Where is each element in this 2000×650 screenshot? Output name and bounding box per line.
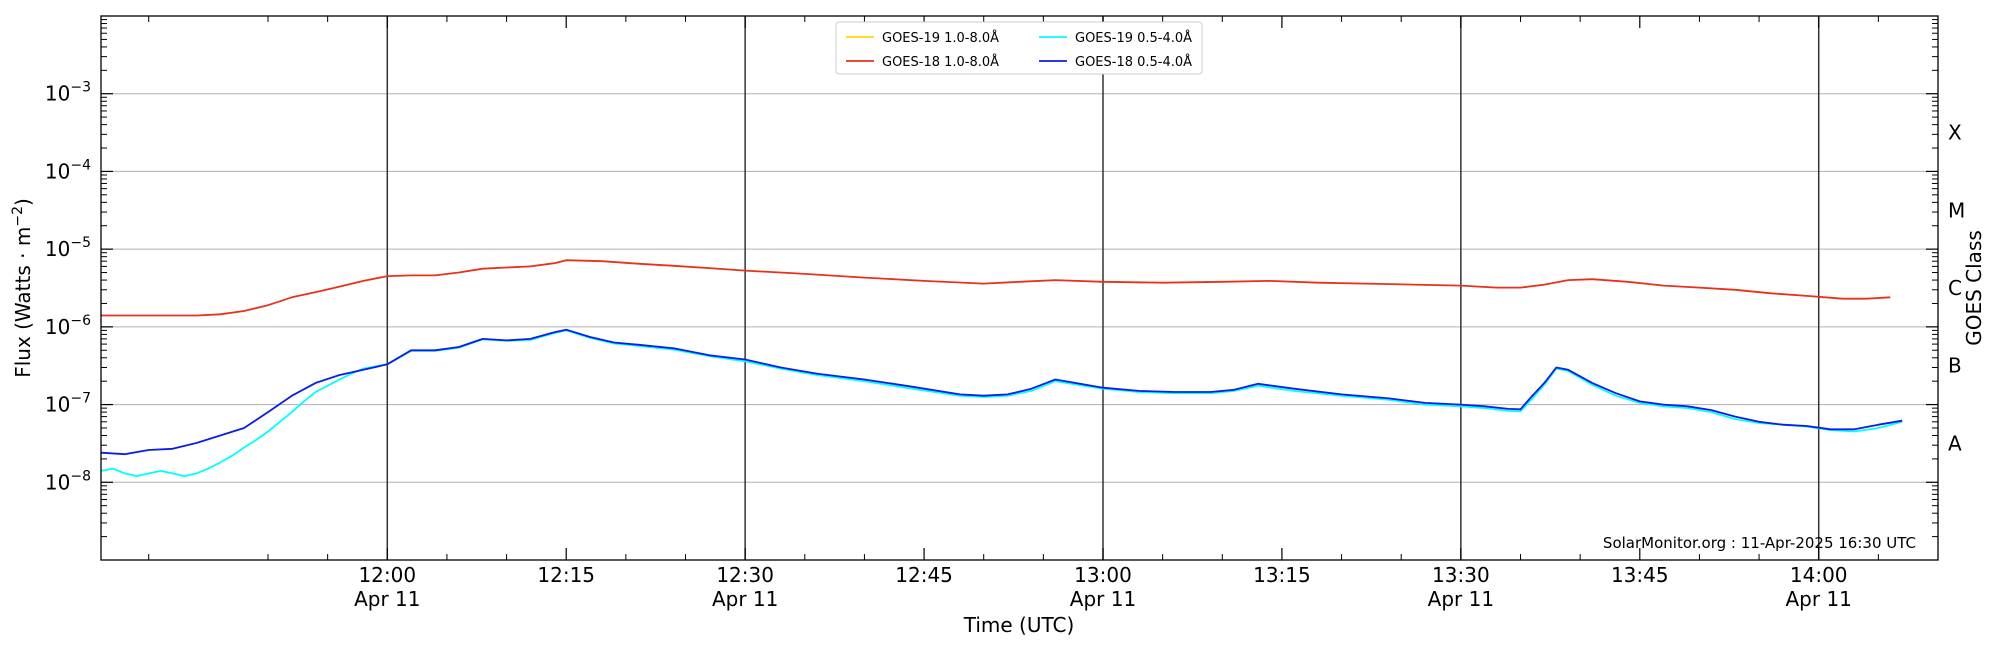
y-tick-exponent: −6: [70, 313, 91, 329]
goes-class-label: X: [1948, 121, 1962, 145]
y-tick-exponent: −3: [70, 80, 91, 96]
goes-class-label: B: [1948, 354, 1962, 378]
watermark: SolarMonitor.org : 11-Apr-2025 16:30 UTC: [1603, 534, 1916, 552]
y-tick-label: 10−4: [45, 157, 91, 183]
series-layer: [100, 259, 1903, 478]
goes-class-axis: A B C M X: [1948, 121, 1965, 456]
y-tick-base: 10: [45, 82, 70, 106]
y-tick-exponent: −7: [70, 391, 91, 407]
y-tick-base: 10: [45, 159, 70, 183]
grid-layer: [101, 93, 1938, 483]
y-tick-base: 10: [45, 315, 70, 339]
goes-class-label: C: [1948, 276, 1962, 300]
y-axis-title-close: ): [11, 198, 35, 206]
x-tick-label: 12:00: [358, 563, 416, 587]
y-tick-label: 10−8: [45, 468, 91, 494]
goes-class-label: M: [1948, 198, 1965, 222]
x-tick-date-label: Apr 11: [1786, 587, 1852, 611]
x-tick-label: 13:45: [1611, 563, 1669, 587]
y-tick-exponent: −4: [70, 157, 91, 173]
y-tick-base: 10: [45, 470, 70, 494]
x-tick-date-label: Apr 11: [712, 587, 778, 611]
legend-label: GOES-19 1.0-8.0Å: [882, 30, 999, 46]
legend-label: GOES-18 1.0-8.0Å: [882, 54, 999, 70]
y-tick-base: 10: [45, 393, 70, 417]
legend-label: GOES-19 0.5-4.0Å: [1075, 30, 1192, 46]
legend: GOES-19 1.0-8.0Å GOES-19 0.5-4.0Å GOES-18 …: [835, 21, 1203, 75]
y-axis-title: Flux (Watts · m−2): [10, 198, 35, 378]
x-tick-date-label: Apr 11: [1428, 587, 1494, 611]
x-axis-title: Time (UTC): [963, 613, 1075, 637]
y-tick-base: 10: [45, 237, 70, 261]
x-tick-date-label: Apr 11: [1070, 587, 1136, 611]
x-tick-label: 12:45: [895, 563, 953, 587]
legend-label: GOES-18 0.5-4.0Å: [1075, 54, 1192, 70]
plot-frame: [100, 15, 1939, 561]
x-tick-label: 13:00: [1074, 563, 1132, 587]
x-tick-label: 13:15: [1253, 563, 1311, 587]
x-tick-date-label: Apr 11: [354, 587, 420, 611]
series-line-1: [100, 329, 1903, 478]
series-line-2: [101, 259, 1891, 317]
x-tick-label: 12:30: [716, 563, 774, 587]
y-axis-ticks: 10−810−710−610−510−410−3: [45, 19, 1938, 538]
y-axis-title-main: Flux (Watts · m: [11, 227, 35, 378]
y-tick-label: 10−7: [45, 391, 91, 417]
vertical-day-lines: [386, 16, 1820, 560]
x-tick-label: 12:15: [537, 563, 595, 587]
x-tick-label: 13:30: [1432, 563, 1490, 587]
y-axis-title-exponent: −2: [10, 206, 26, 227]
right-axis-title: GOES Class: [1962, 230, 1986, 346]
y-tick-exponent: −5: [70, 235, 91, 251]
y-tick-exponent: −8: [70, 468, 91, 484]
x-tick-label: 14:00: [1790, 563, 1848, 587]
y-tick-label: 10−5: [45, 235, 91, 261]
legend-box: [835, 21, 1203, 75]
goes-class-label: A: [1948, 431, 1962, 455]
y-tick-label: 10−3: [45, 80, 91, 106]
y-tick-label: 10−6: [45, 313, 91, 339]
series-line-3: [100, 328, 1903, 456]
